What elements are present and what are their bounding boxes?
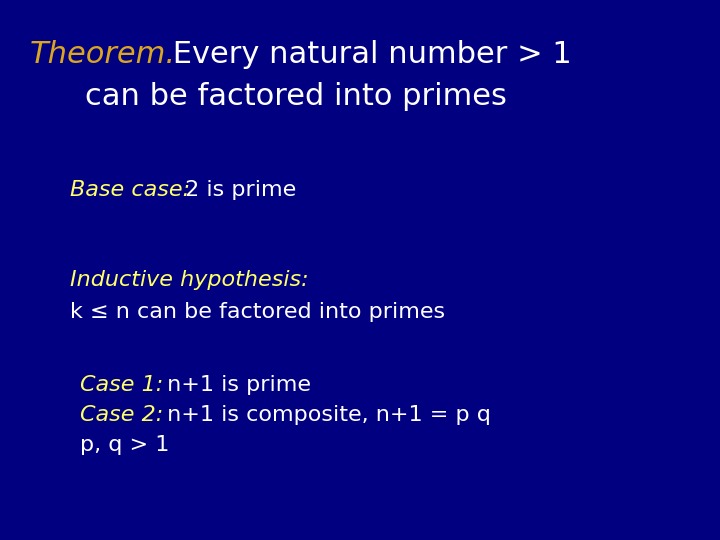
Text: Case 1:: Case 1: [80, 375, 163, 395]
Text: n+1 is prime: n+1 is prime [160, 375, 311, 395]
Text: 2 is prime: 2 is prime [178, 180, 296, 200]
Text: Base case:: Base case: [70, 180, 190, 200]
Text: p, q > 1: p, q > 1 [80, 435, 169, 455]
Text: n+1 is composite, n+1 = p q: n+1 is composite, n+1 = p q [160, 405, 491, 425]
Text: Case 2:: Case 2: [80, 405, 163, 425]
Text: Inductive hypothesis:: Inductive hypothesis: [70, 270, 309, 290]
Text: k ≤ n can be factored into primes: k ≤ n can be factored into primes [70, 302, 445, 322]
Text: can be factored into primes: can be factored into primes [85, 82, 507, 111]
Text: Every natural number > 1: Every natural number > 1 [163, 40, 572, 69]
Text: Theorem.: Theorem. [30, 40, 176, 69]
